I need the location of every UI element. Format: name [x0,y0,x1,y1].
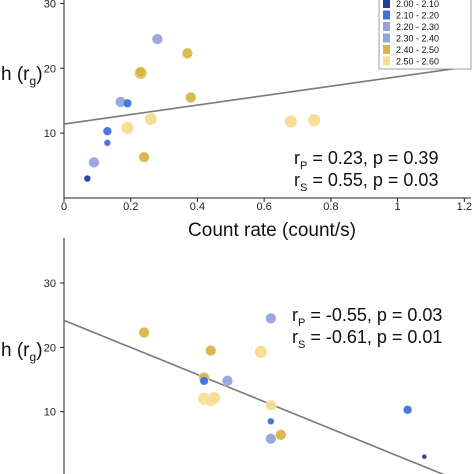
data-point [144,112,158,126]
y-tick-label: 10 [44,128,56,140]
y-axis-title-main: h (r [1,340,30,361]
stat-symbol: r [294,148,300,168]
legend-label: 2.40 - 2.50 [396,45,439,55]
y-axis-title-subscript: g [30,350,37,364]
correlation-stat: rS = 0.55, p = 0.03 [294,170,438,194]
data-point [307,113,321,127]
x-axis-title: Count rate (count/s) [188,220,356,241]
legend-label: 2.30 - 2.40 [396,34,439,44]
y-axis-title: h (rg) [1,340,43,364]
y-axis-title-main: h (r [1,64,30,85]
data-point [205,344,217,357]
y-tick-label: 30 [44,278,56,290]
stat-subscript: P [300,160,307,172]
stat-subscript: P [298,317,305,329]
stat-value: = -0.55, p = 0.03 [305,305,442,325]
data-point [275,429,287,441]
data-point [284,114,298,129]
legend-swatch [383,33,390,43]
x-tick-label: 0.8 [323,201,338,213]
legend-swatch [383,45,390,54]
top-scatter-panel: 10 20 30 0 0.2 0.4 0.6 0.8 1 1.2 Count rate (count… [1,0,472,241]
data-point [120,121,134,135]
legend-label: 2.00 - 2.10 [396,0,439,9]
data-point [185,91,197,104]
data-point [138,326,150,339]
data-point [221,375,234,387]
data-point [103,139,112,147]
correlation-stat: rP = -0.55, p = 0.03 [292,305,442,329]
legend-box [378,0,472,70]
data-point [135,66,147,78]
y-tick-label: 30 [44,0,56,10]
x-tick-label: 0 [61,201,67,213]
data-point [421,453,428,460]
y-tick-label: 10 [44,407,56,419]
legend-label: 2.10 - 2.20 [396,11,439,21]
stat-value: = 0.23, p = 0.39 [307,148,438,168]
y-axis-title-close: ) [36,340,42,361]
legend-swatch [383,56,390,66]
legend-label: 2.20 - 2.30 [396,22,439,32]
stat-symbol: r [292,305,298,325]
x-tick-label: 0.2 [123,201,138,213]
legend: 2.00 - 2.10 2.10 - 2.202.20 - 2.30 2.30 - … [378,0,472,70]
data-point [88,156,100,168]
correlation-stat: rP = 0.23, p = 0.39 [294,148,438,172]
y-tick-label: 20 [44,342,56,354]
data-point [207,391,221,405]
x-tick-label: 0.4 [190,201,205,213]
data-point [181,47,194,59]
data-point [122,98,133,108]
stat-value: = -0.61, p = 0.01 [305,327,442,347]
data-point [151,33,164,45]
stat-symbol: r [292,327,298,347]
data-point [265,433,277,445]
data-point [265,399,277,411]
data-point [265,312,277,325]
stat-subscript: S [300,182,307,194]
legend-swatch [383,10,390,20]
correlation-stat: rS = -0.61, p = 0.01 [292,327,442,351]
data-point [138,151,150,163]
data-point [267,417,275,426]
fit-line [63,65,472,125]
x-tick-label: 1.2 [457,201,472,213]
stat-subscript: S [298,339,305,351]
legend-swatch [383,0,390,8]
data-point [254,345,268,359]
legend-swatch [383,22,390,31]
stat-value: = 0.55, p = 0.03 [307,170,438,190]
x-tick-label: 1 [395,201,401,213]
y-axis-title-close: ) [36,64,42,85]
stat-symbol: r [294,170,300,190]
data-point [199,376,209,386]
y-axis-title-subscript: g [30,74,37,88]
legend-label: 2.50 - 2.60 [396,57,439,67]
x-tick-label: 0.6 [257,201,272,213]
y-axis-title: h (rg) [1,64,43,88]
data-point [402,405,413,415]
y-tick-label: 20 [44,63,56,75]
data-point [83,174,92,183]
data-point [102,126,113,136]
